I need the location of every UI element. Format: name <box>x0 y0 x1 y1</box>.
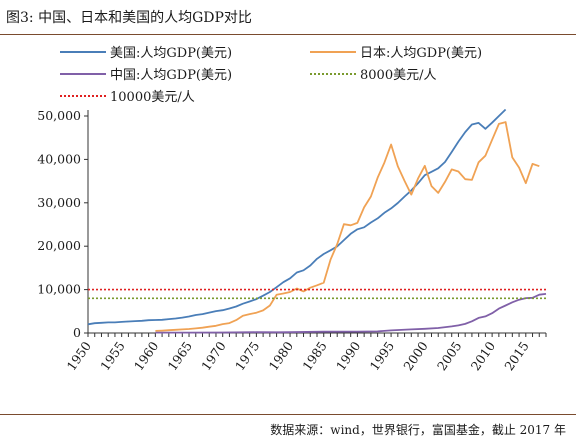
y-tick-label: 30,000 <box>37 195 81 210</box>
x-tick-label: 1970 <box>198 339 229 374</box>
chart-title: 图3: 中国、日本和美国的人均GDP对比 <box>6 10 252 26</box>
legend-label: 美国:人均GDP(美元) <box>110 46 232 61</box>
legend-label: 中国:人均GDP(美元) <box>110 68 232 83</box>
legend-label: 日本:人均GDP(美元) <box>360 46 482 61</box>
x-tick-label: 2010 <box>468 339 499 374</box>
x-tick-label: 1955 <box>97 339 128 374</box>
series-line <box>87 108 507 326</box>
x-tick-label: 1965 <box>165 339 196 374</box>
y-tick-label: 50,000 <box>37 108 81 123</box>
y-tick-label: 0 <box>73 325 81 340</box>
x-tick-label: 1960 <box>131 339 162 374</box>
source-note: 数据来源：wind，世界银行，富国基金，截止 2017 年 <box>270 423 566 437</box>
x-tick-label: 2000 <box>400 339 431 374</box>
y-tick-label: 40,000 <box>37 151 81 166</box>
legend-label: 10000美元/人 <box>110 90 195 105</box>
x-tick-label: 2005 <box>434 339 465 374</box>
x-tick-label: 1990 <box>333 339 364 374</box>
y-tick-label: 20,000 <box>37 238 81 253</box>
title-bar: 图3: 中国、日本和美国的人均GDP对比 <box>0 0 576 35</box>
x-tick-label: 1980 <box>266 339 297 374</box>
y-tick-label: 10,000 <box>37 282 81 297</box>
x-tick-label: 1975 <box>232 339 263 374</box>
footer-divider <box>0 414 576 415</box>
legend-label: 8000美元/人 <box>360 68 436 83</box>
x-tick-label: 2015 <box>501 339 532 374</box>
x-tick-label: 1995 <box>367 339 398 374</box>
series-line <box>155 121 540 332</box>
series-line <box>155 293 547 334</box>
x-tick-label: 1950 <box>64 339 95 374</box>
x-tick-label: 1985 <box>299 339 330 374</box>
